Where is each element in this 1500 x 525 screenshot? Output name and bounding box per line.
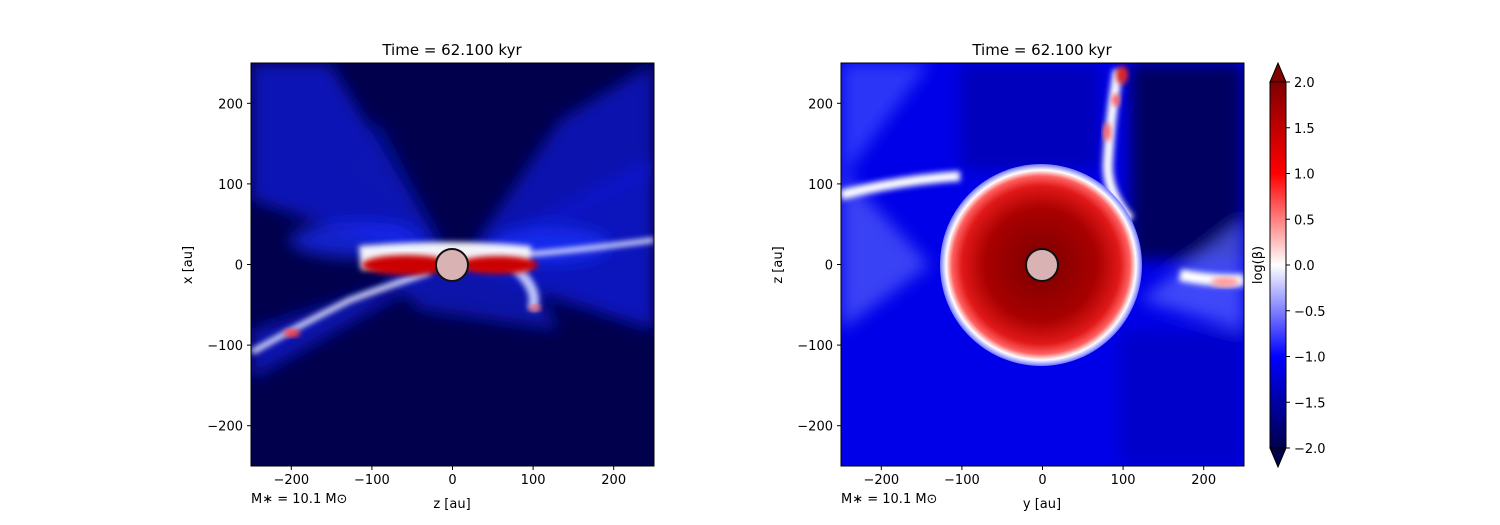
left-ylabel: x [au] — [181, 246, 196, 284]
colorbar-tick-label: −2.0 — [1294, 442, 1326, 457]
colorbar-tick-label: −0.5 — [1294, 305, 1326, 320]
left-xtick-label: −100 — [354, 473, 390, 488]
right-xtick-label: −200 — [863, 473, 899, 488]
right-xtick-label: 200 — [1191, 473, 1216, 488]
left-title: Time = 62.100 kyr — [381, 41, 522, 59]
left-sink-particle — [435, 248, 469, 282]
right-ytick-label: 200 — [808, 97, 833, 112]
right-sink-particle — [1025, 248, 1059, 282]
left-xtick-label: −200 — [273, 473, 309, 488]
colorbar-tick-label: 1.5 — [1294, 122, 1315, 137]
right-heatmap — [841, 63, 1244, 466]
right-xlabel: y [au] — [1023, 497, 1061, 512]
colorbar-tick-label: 0.0 — [1294, 259, 1315, 274]
left-ytick-label: −200 — [207, 420, 243, 435]
right-title: Time = 62.100 kyr — [971, 41, 1112, 59]
right-ytick-label: 100 — [808, 178, 833, 193]
left-ytick-label: −100 — [207, 339, 243, 354]
right-ytick-label: 0 — [825, 259, 833, 274]
colorbar-tick-label: −1.0 — [1294, 351, 1326, 366]
colorbar-gradient — [1270, 82, 1286, 448]
left-panel: Time = 62.100 kyr — [181, 41, 655, 512]
colorbar-top-extend — [1269, 61, 1287, 83]
right-panel: Time = 62.100 kyr — [771, 41, 1245, 512]
left-xtick-label: 100 — [521, 473, 546, 488]
colorbar-ticks: −2.0 −1.5 −1.0 −0.5 0.0 0.5 1.0 1.5 2.0 — [1286, 76, 1326, 457]
right-ticks: −200 −100 0 100 200 −200 −100 0 100 200 — [797, 97, 1216, 488]
left-xtick-label: 200 — [601, 473, 626, 488]
colorbar-label: log(β) — [1251, 246, 1266, 284]
colorbar-tick-label: 1.0 — [1294, 168, 1315, 183]
colorbar-bottom-extend — [1269, 447, 1287, 469]
left-ytick-label: 0 — [235, 259, 243, 274]
right-xtick-label: 100 — [1111, 473, 1136, 488]
right-xtick-label: −100 — [944, 473, 980, 488]
left-mass-annotation: M∗ = 10.1 M⊙ — [251, 492, 347, 507]
right-ylabel: z [au] — [771, 246, 786, 283]
left-xlabel: z [au] — [433, 497, 470, 512]
colorbar-tick-label: 2.0 — [1294, 76, 1315, 91]
left-ytick-label: 100 — [218, 178, 243, 193]
left-xtick-label: 0 — [448, 473, 456, 488]
left-ticks: −200 −100 0 100 200 −200 −100 0 100 200 — [207, 97, 626, 488]
right-mass-annotation: M∗ = 10.1 M⊙ — [841, 492, 937, 507]
right-ytick-label: −200 — [797, 420, 833, 435]
left-heatmap — [251, 63, 654, 466]
right-ytick-label: −100 — [797, 339, 833, 354]
colorbar-tick-label: −1.5 — [1294, 396, 1326, 411]
colorbar-tick-label: 0.5 — [1294, 213, 1315, 228]
left-ytick-label: 200 — [218, 97, 243, 112]
colorbar: −2.0 −1.5 −1.0 −0.5 0.0 0.5 1.0 1.5 2.0 log(β) — [1251, 61, 1326, 469]
right-xtick-label: 0 — [1038, 473, 1046, 488]
